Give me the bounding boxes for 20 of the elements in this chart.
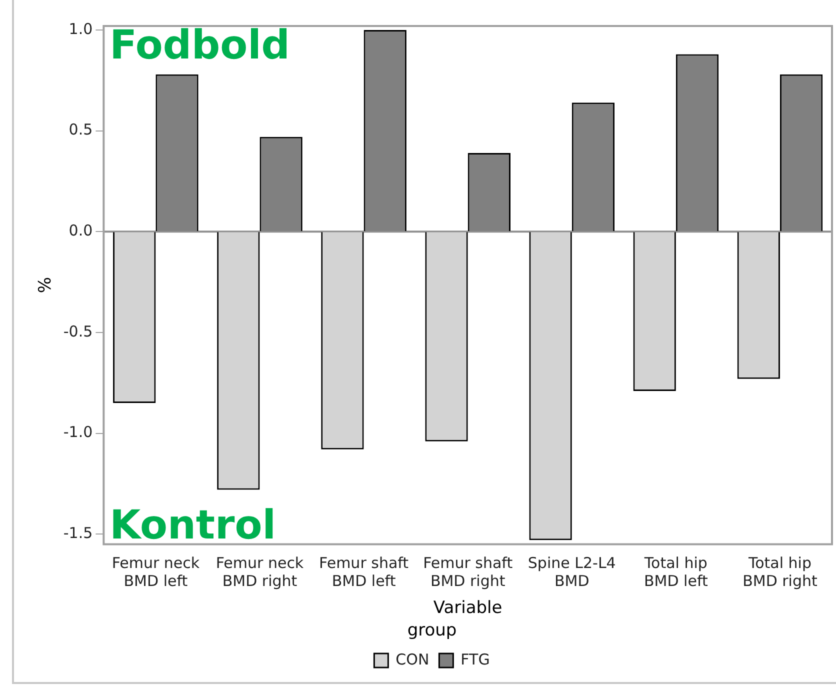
y-tick-label: 0.0 [68,222,93,240]
legend-title: group [407,620,457,641]
y-tick-label: 1.0 [68,20,93,38]
legend-label: CON [396,650,430,668]
y-tick-label: -1.5 [63,524,93,542]
annotation: Fodbold [110,22,290,68]
y-axis-title: % [36,277,56,294]
x-tick-label: Femur neck BMD left [112,554,200,590]
y-tick-label: 0.5 [68,120,93,139]
x-tick-label: Femur shaft BMD left [319,554,409,590]
legend-label: FTG [460,650,490,668]
x-tick-label: Total hip BMD left [643,554,708,590]
x-tick-label: Femur neck BMD right [216,554,304,590]
y-tick-label: -0.5 [63,322,93,340]
x-tick-label: Femur shaft BMD right [423,554,513,590]
annotation: Kontrol [110,502,276,549]
x-axis-title: Variable [433,598,502,618]
x-tick-label: Total hip BMD right [742,554,818,590]
y-tick-label: -1.0 [63,423,93,442]
x-tick-label: Spine L2-L4 BMD [528,554,616,590]
